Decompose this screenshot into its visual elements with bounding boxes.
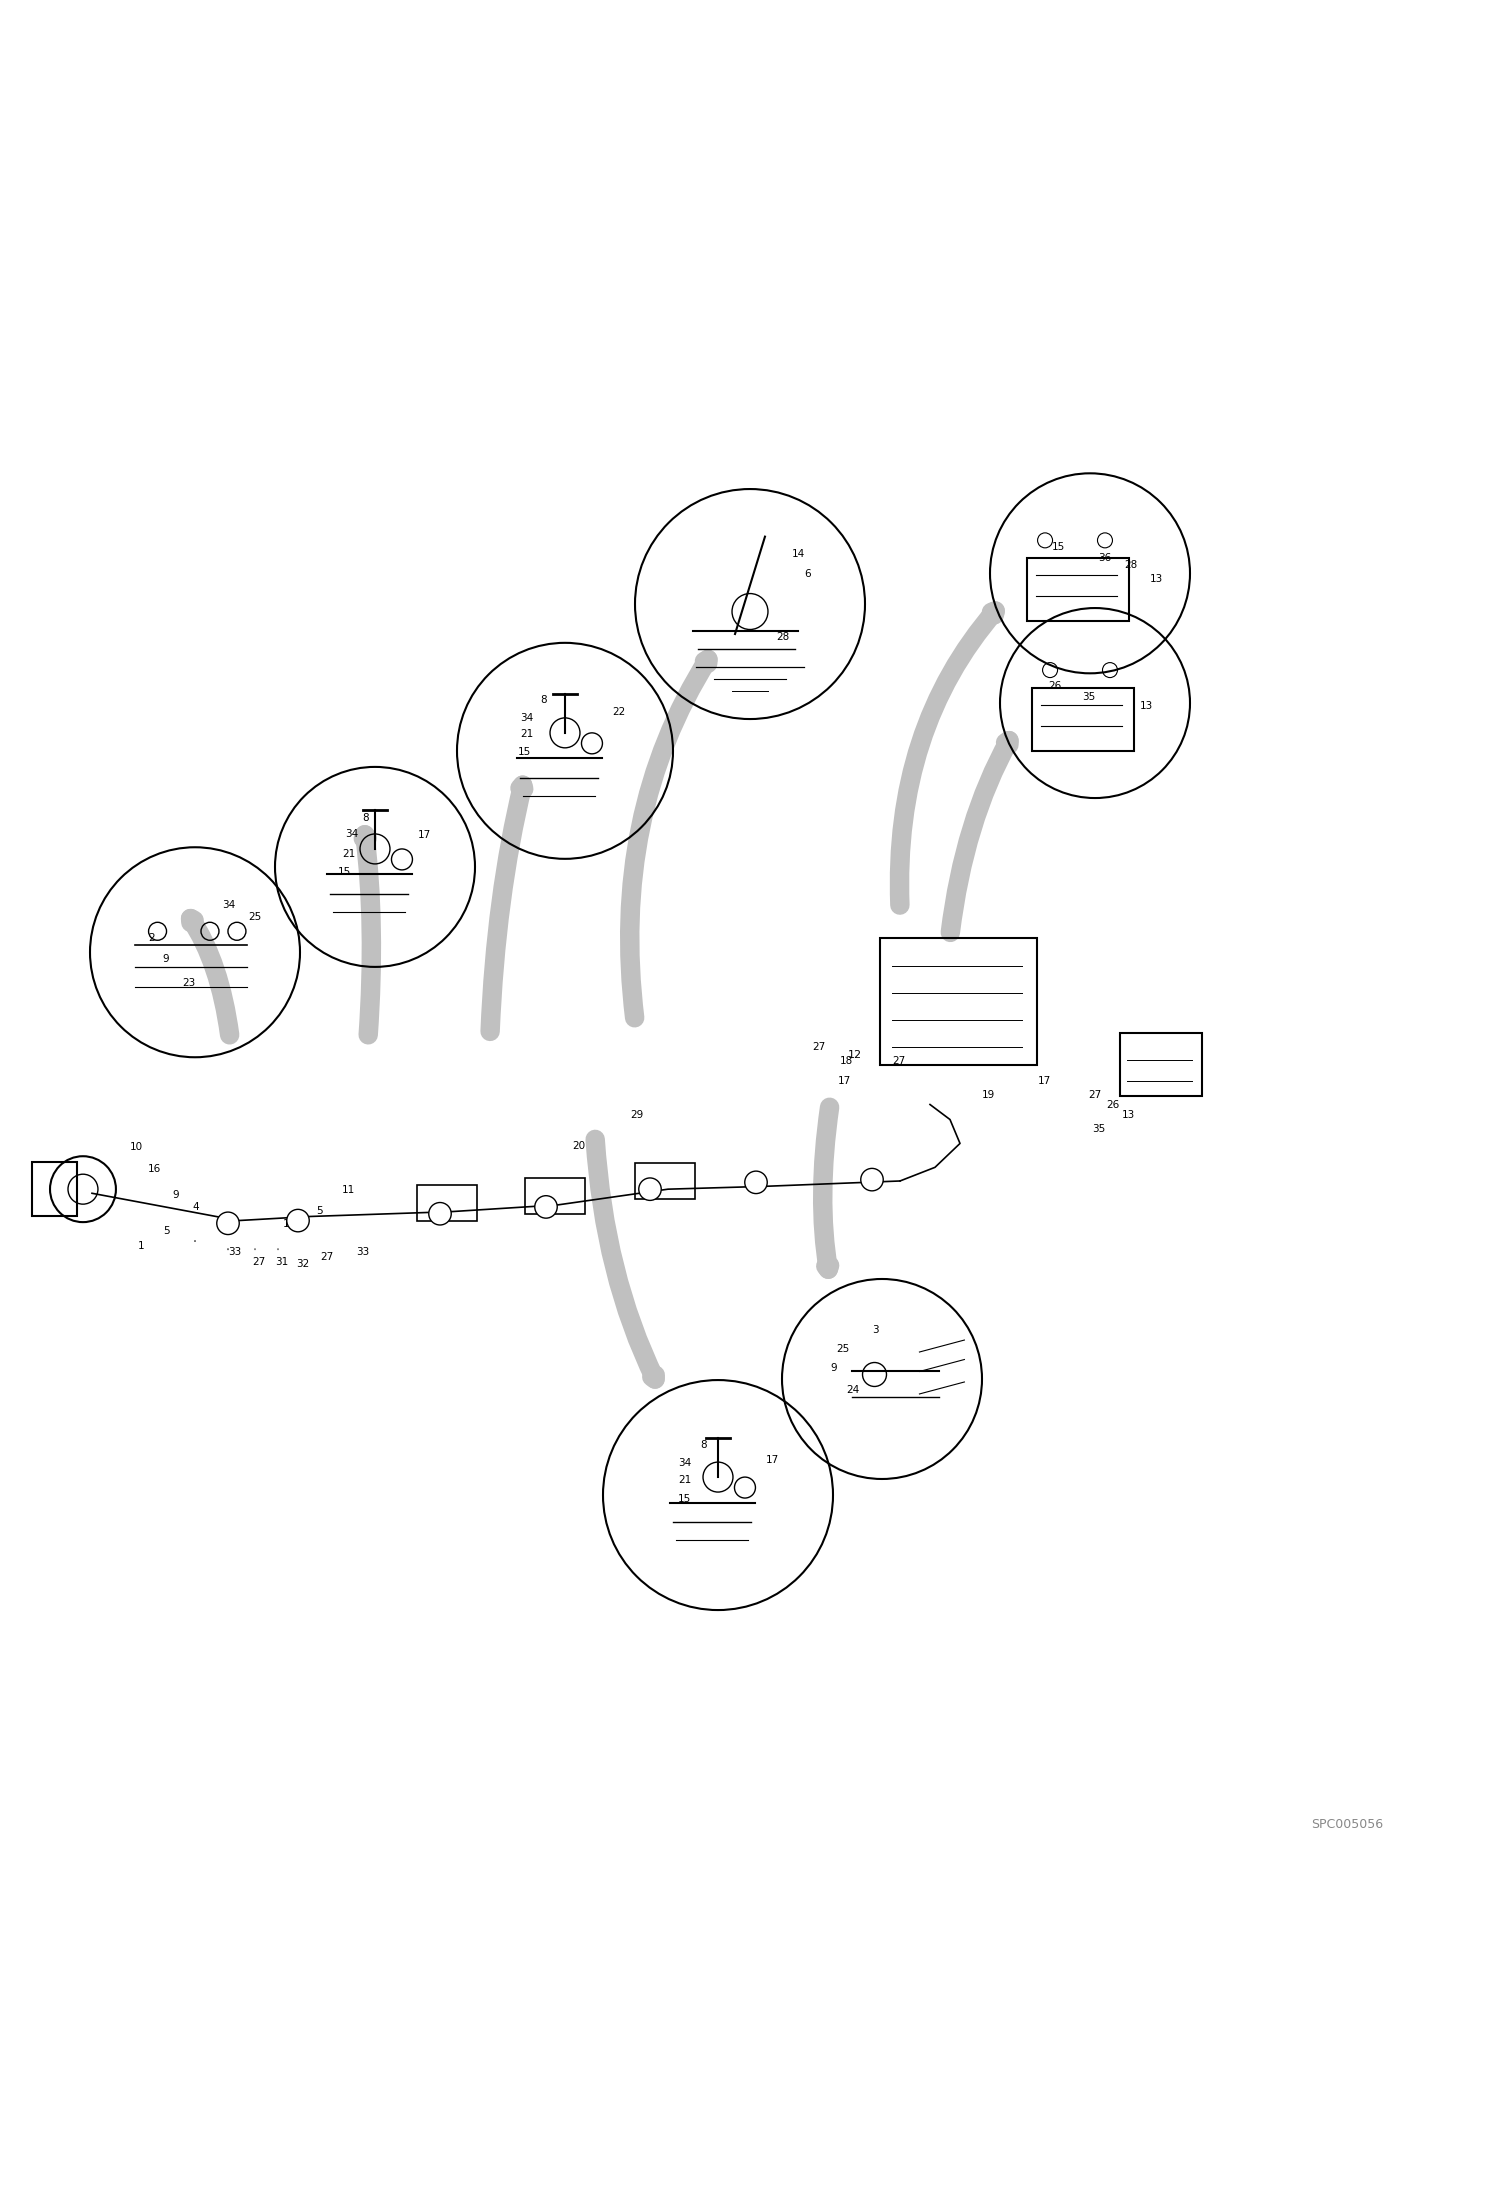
Text: 29: 29 [631,1110,643,1121]
Text: 20: 20 [572,1141,586,1152]
Text: 15: 15 [518,746,532,757]
Text: 4: 4 [192,1202,199,1213]
Text: 8: 8 [700,1439,707,1450]
Text: 27: 27 [812,1042,825,1051]
Circle shape [861,1169,884,1191]
Text: 1: 1 [138,1242,145,1251]
Bar [1032,689,1134,750]
Text: 32: 32 [297,1259,309,1268]
Text: 17: 17 [837,1075,851,1086]
Circle shape [428,1202,451,1224]
Text: 10: 10 [130,1143,144,1152]
Text: 26: 26 [1049,682,1061,691]
Circle shape [745,1172,767,1194]
Text: 33: 33 [357,1246,369,1257]
Circle shape [535,1196,557,1218]
Text: 25: 25 [836,1343,849,1354]
Text: 35: 35 [1082,693,1095,702]
Bar [31,1163,76,1215]
Text: 9: 9 [162,954,169,965]
Text: 11: 11 [342,1185,355,1196]
Text: 8: 8 [363,814,369,823]
Text: 21: 21 [342,849,355,860]
Circle shape [638,1178,661,1200]
Text: 27: 27 [252,1257,265,1266]
Text: 13: 13 [1122,1110,1135,1121]
Text: 17: 17 [1038,1075,1052,1086]
Text: 18: 18 [840,1055,854,1066]
Text: 27: 27 [891,1055,905,1066]
Text: 28: 28 [1124,559,1137,570]
Bar [524,1178,584,1213]
Text: 13: 13 [1140,700,1153,711]
Text: 12: 12 [848,1051,863,1060]
Bar [879,937,1037,1064]
Bar [1121,1033,1203,1095]
Text: 34: 34 [345,829,358,838]
Text: 14: 14 [792,548,806,559]
Text: 27: 27 [1088,1090,1101,1099]
Text: 27: 27 [321,1253,333,1262]
Text: 35: 35 [1092,1123,1106,1134]
Text: 16: 16 [148,1165,162,1174]
Text: 24: 24 [846,1384,860,1395]
Text: 33: 33 [228,1246,241,1257]
Text: 13: 13 [1150,573,1164,584]
Text: 31: 31 [276,1257,288,1266]
Text: 19: 19 [983,1090,995,1099]
Text: 21: 21 [679,1474,691,1485]
Text: 23: 23 [181,979,195,987]
Text: 34: 34 [679,1459,691,1468]
Text: 22: 22 [613,706,625,717]
Text: 17: 17 [765,1455,779,1466]
Text: 26: 26 [1106,1099,1119,1110]
Text: 34: 34 [222,900,235,911]
Text: 6: 6 [804,570,810,579]
Text: 15: 15 [1052,542,1065,553]
Bar [635,1163,695,1198]
Text: 15: 15 [679,1494,691,1503]
Text: 25: 25 [249,913,261,921]
Circle shape [217,1211,240,1235]
Text: 9: 9 [172,1189,178,1200]
Text: 36: 36 [1098,553,1112,564]
Text: 28: 28 [776,632,789,643]
Text: 5: 5 [163,1226,169,1235]
Text: 1: 1 [283,1220,289,1229]
Bar [416,1185,476,1222]
Text: 15: 15 [339,867,351,878]
Text: 34: 34 [520,713,533,722]
Circle shape [286,1209,309,1231]
Text: 3: 3 [872,1325,879,1336]
Text: 17: 17 [418,829,431,840]
Bar [1028,557,1129,621]
Text: 9: 9 [830,1362,836,1373]
Text: 5: 5 [316,1207,322,1215]
Text: SPC005056: SPC005056 [1311,1819,1383,1832]
Text: 21: 21 [520,728,533,739]
Text: 8: 8 [539,695,547,704]
Text: 2: 2 [148,932,154,943]
